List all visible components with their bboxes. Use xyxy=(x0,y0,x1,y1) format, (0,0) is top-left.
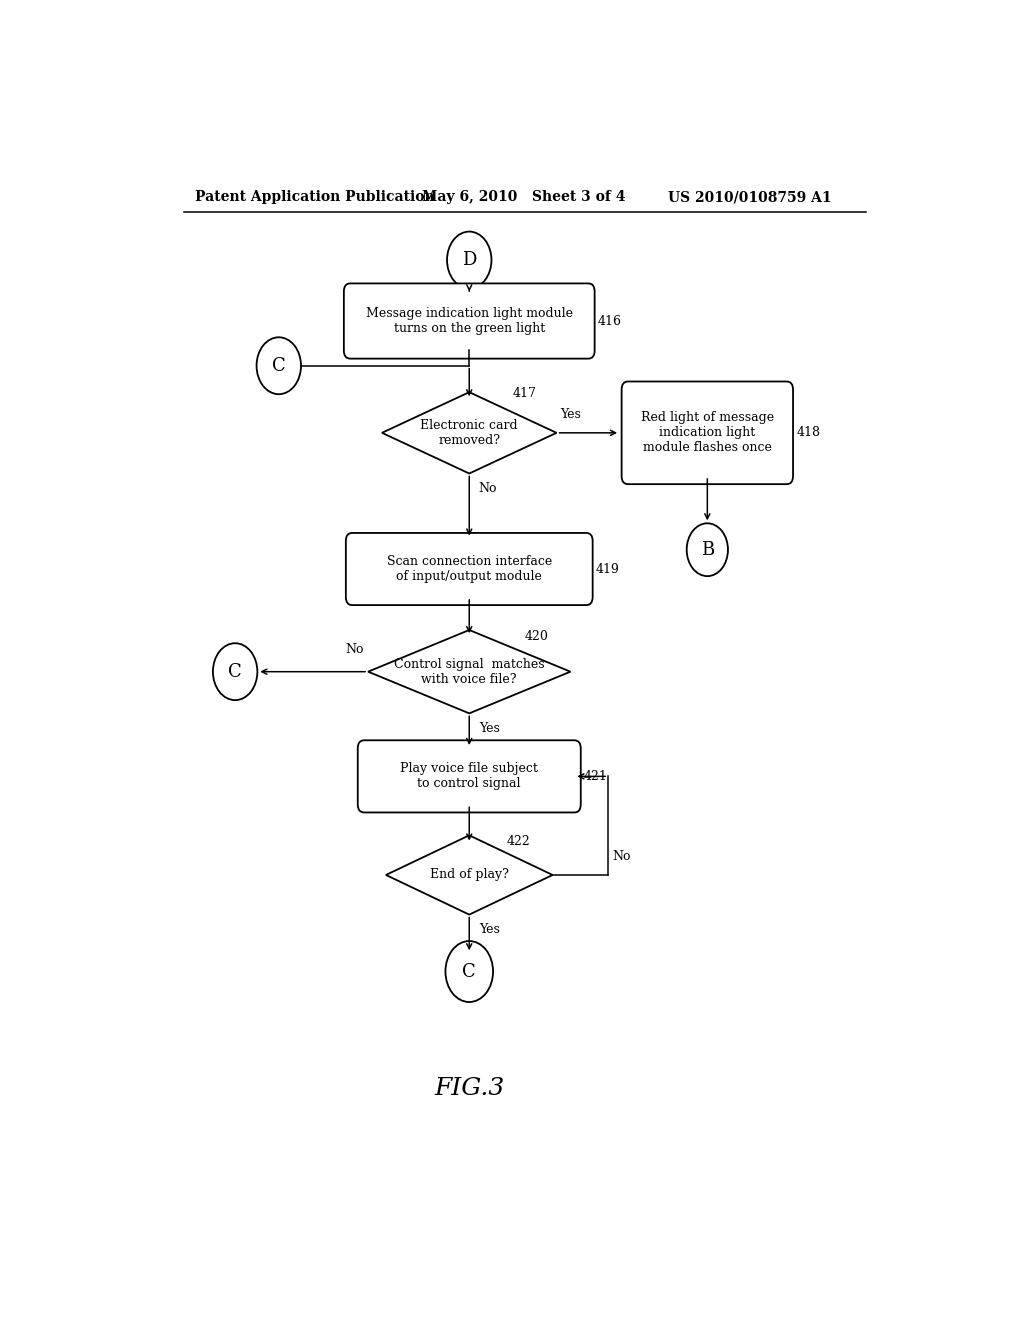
Circle shape xyxy=(445,941,494,1002)
Text: Red light of message
indication light
module flashes once: Red light of message indication light mo… xyxy=(641,412,774,454)
Text: 420: 420 xyxy=(525,630,549,643)
Circle shape xyxy=(213,643,257,700)
Text: Patent Application Publication: Patent Application Publication xyxy=(196,190,435,205)
Text: D: D xyxy=(462,251,476,269)
Text: Electronic card
removed?: Electronic card removed? xyxy=(421,418,518,447)
Text: Yes: Yes xyxy=(479,924,500,936)
Polygon shape xyxy=(386,836,553,915)
Text: C: C xyxy=(228,663,242,681)
Text: Control signal  matches
with voice file?: Control signal matches with voice file? xyxy=(394,657,545,685)
Text: May 6, 2010   Sheet 3 of 4: May 6, 2010 Sheet 3 of 4 xyxy=(422,190,625,205)
FancyBboxPatch shape xyxy=(622,381,793,484)
FancyBboxPatch shape xyxy=(344,284,595,359)
Text: 417: 417 xyxy=(513,387,537,400)
Circle shape xyxy=(257,338,301,395)
Text: Yes: Yes xyxy=(479,722,500,735)
Text: No: No xyxy=(345,643,365,656)
Text: Play voice file subject
to control signal: Play voice file subject to control signa… xyxy=(400,763,539,791)
Text: 421: 421 xyxy=(584,770,608,783)
FancyBboxPatch shape xyxy=(346,533,593,605)
Text: US 2010/0108759 A1: US 2010/0108759 A1 xyxy=(668,190,831,205)
Text: FIG.3: FIG.3 xyxy=(434,1077,505,1100)
FancyBboxPatch shape xyxy=(357,741,581,812)
Text: 422: 422 xyxy=(507,834,530,847)
Text: B: B xyxy=(700,541,714,558)
Text: No: No xyxy=(479,482,498,495)
Text: Message indication light module
turns on the green light: Message indication light module turns on… xyxy=(366,308,572,335)
Polygon shape xyxy=(368,630,570,713)
Text: End of play?: End of play? xyxy=(430,869,509,882)
Circle shape xyxy=(447,231,492,289)
Text: 419: 419 xyxy=(596,562,620,576)
Text: C: C xyxy=(272,356,286,375)
Text: Yes: Yes xyxy=(560,408,582,421)
Text: C: C xyxy=(463,962,476,981)
Text: 416: 416 xyxy=(598,314,622,327)
Circle shape xyxy=(687,523,728,576)
Polygon shape xyxy=(382,392,557,474)
Text: 418: 418 xyxy=(797,426,820,440)
Text: No: No xyxy=(612,850,631,863)
Text: Scan connection interface
of input/output module: Scan connection interface of input/outpu… xyxy=(387,554,552,583)
